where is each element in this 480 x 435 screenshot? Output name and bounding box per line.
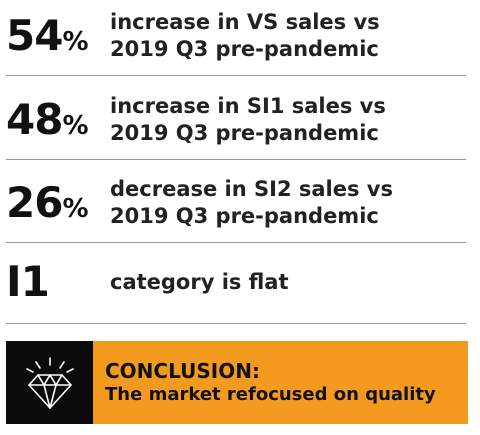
stat-description-line: 2019 Q3 pre-pandemic <box>110 37 379 61</box>
stat-value: I1 <box>6 257 50 306</box>
stat-description-line: 2019 Q3 pre-pandemic <box>110 204 379 228</box>
stat-value: 26 <box>6 178 63 227</box>
stat-unit: % <box>62 111 89 141</box>
stat-description: increase in VS sales vs 2019 Q3 pre-pand… <box>110 9 380 63</box>
stat-description-line: increase in SI1 sales vs <box>110 94 386 118</box>
stat-row-vs: 54% increase in VS sales vs 2019 Q3 pre-… <box>0 6 466 66</box>
stat-description-line: 2019 Q3 pre-pandemic <box>110 121 379 145</box>
stat-description: decrease in SI2 sales vs 2019 Q3 pre-pan… <box>110 176 393 230</box>
stat-row-si1: 48% increase in SI1 sales vs 2019 Q3 pre… <box>0 90 466 150</box>
conclusion-text-box: CONCLUSION: The market refocused on qual… <box>93 341 468 424</box>
stat-description: category is flat <box>110 269 289 296</box>
conclusion-banner: CONCLUSION: The market refocused on qual… <box>6 341 468 424</box>
divider <box>6 242 466 243</box>
conclusion-title: CONCLUSION: <box>105 358 260 383</box>
stat-number: 26% <box>0 182 110 224</box>
stat-row-i1: I1 category is flat <box>0 256 466 308</box>
divider <box>6 159 466 160</box>
stat-unit: % <box>62 27 89 57</box>
conclusion-text: The market refocused on quality <box>105 383 436 405</box>
stat-description-line: decrease in SI2 sales vs <box>110 177 393 201</box>
diamond-icon <box>25 356 74 409</box>
stat-row-si2: 26% decrease in SI2 sales vs 2019 Q3 pre… <box>0 173 466 233</box>
stat-value: 48 <box>6 95 63 144</box>
stat-number: 48% <box>0 99 110 141</box>
divider <box>6 75 466 76</box>
icon-box <box>6 341 93 424</box>
stat-number: 54% <box>0 15 110 57</box>
divider <box>6 323 466 324</box>
stat-description-line: category is flat <box>110 269 289 294</box>
stat-number: I1 <box>0 261 110 303</box>
stat-value: 54 <box>6 11 63 60</box>
stat-description: increase in SI1 sales vs 2019 Q3 pre-pan… <box>110 93 386 147</box>
stat-unit: % <box>62 194 89 224</box>
stat-description-line: increase in VS sales vs <box>110 10 380 34</box>
